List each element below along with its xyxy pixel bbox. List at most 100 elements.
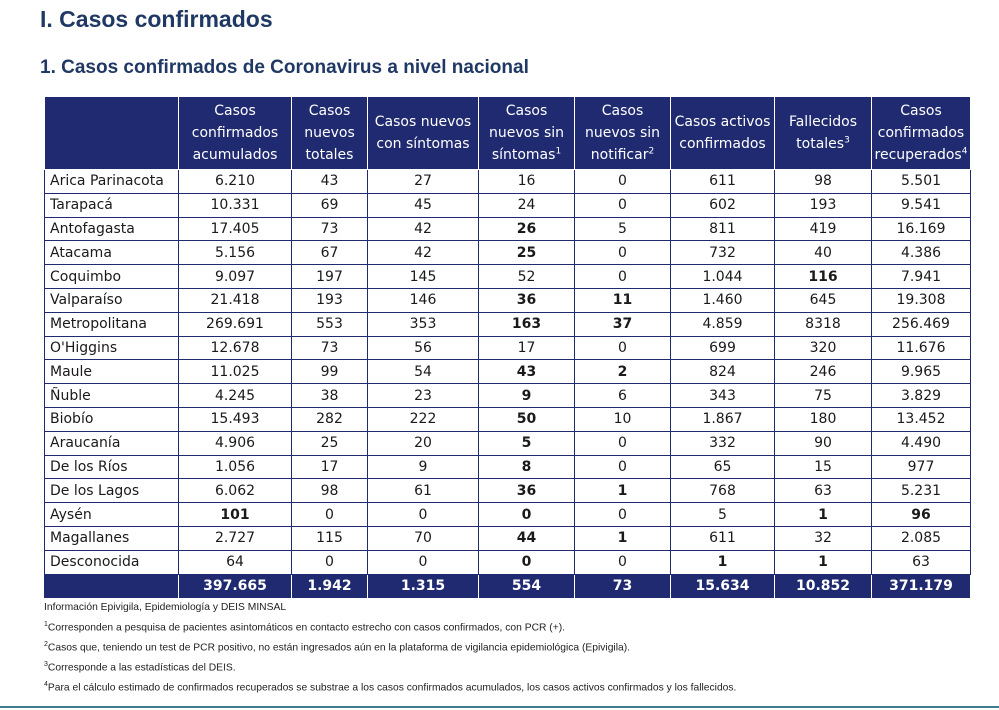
table-cell: 1.044 bbox=[670, 264, 775, 289]
table-row: Ñuble 4.245 38 23 9 6 343 75 3.829 bbox=[44, 383, 971, 408]
region-name: Ñuble bbox=[44, 383, 179, 408]
table-cell: 17 bbox=[478, 335, 575, 361]
footnote-marker: 1 bbox=[44, 620, 48, 628]
total-cell: 1.315 bbox=[367, 573, 479, 599]
footnotes: Información Epivigila, Epidemiología y D… bbox=[44, 600, 984, 698]
total-cell: 73 bbox=[574, 573, 671, 599]
footnote-text: Corresponden a pesquisa de pacientes asi… bbox=[47, 622, 566, 634]
table-cell: 40 bbox=[774, 240, 872, 266]
table-cell: 699 bbox=[670, 335, 775, 361]
table-cell: 45 bbox=[367, 192, 479, 218]
footnote-marker: 3 bbox=[844, 135, 850, 146]
table-cell: 42 bbox=[367, 240, 479, 266]
region-name: Tarapacá bbox=[44, 192, 179, 218]
footnote-marker: 2 bbox=[44, 641, 48, 649]
table-cell: 1 bbox=[774, 549, 872, 575]
section-title: 1. Casos confirmados de Coronavirus a ni… bbox=[40, 57, 529, 78]
table-cell: 332 bbox=[670, 430, 775, 456]
table-cell: 6 bbox=[574, 383, 671, 408]
bottom-divider bbox=[0, 706, 999, 708]
table-cell: 0 bbox=[574, 335, 671, 361]
table-cell: 1.460 bbox=[670, 287, 775, 313]
region-name: Arica Parinacota bbox=[44, 169, 179, 194]
table-cell: 25 bbox=[478, 240, 575, 266]
table-row: De los Ríos 1.056 17 9 8 0 65 15 977 bbox=[44, 454, 971, 480]
table-cell: 7.941 bbox=[871, 264, 971, 289]
total-cell: 1.942 bbox=[291, 573, 368, 599]
table-cell: 90 bbox=[774, 430, 872, 456]
column-header: Casos activos confirmados bbox=[670, 96, 775, 170]
table-cell: 768 bbox=[670, 478, 775, 504]
table-cell: 73 bbox=[291, 216, 368, 242]
totals-row: 397.665 1.942 1.315 554 73 15.634 10.852 371.17… bbox=[44, 573, 971, 599]
table-cell: 69 bbox=[291, 192, 368, 218]
table-cell: 2.727 bbox=[178, 525, 292, 551]
table-row: Antofagasta 17.405 73 42 26 5 811 419 16.169 bbox=[44, 216, 971, 242]
table-row: De los Lagos 6.062 98 61 36 1 768 63 5.231 bbox=[44, 478, 971, 504]
table-cell: 56 bbox=[367, 335, 479, 361]
table-cell: 0 bbox=[574, 454, 671, 480]
cases-table: Casos confirmados acumulados Casos nuevos… bbox=[44, 96, 971, 599]
table-cell: 0 bbox=[574, 192, 671, 218]
table-cell: 15 bbox=[774, 454, 872, 480]
table-row: Coquimbo 9.097 197 145 52 0 1.044 116 7.941 bbox=[44, 264, 971, 289]
table-cell: 15.493 bbox=[178, 406, 292, 432]
table-cell: 32 bbox=[774, 525, 872, 551]
table-cell: 27 bbox=[367, 169, 479, 194]
table-cell: 0 bbox=[291, 502, 368, 527]
table-cell: 9 bbox=[478, 383, 575, 408]
region-name: Atacama bbox=[44, 240, 179, 266]
table-cell: 0 bbox=[367, 502, 479, 527]
table-cell: 9.541 bbox=[871, 192, 971, 218]
table-cell: 73 bbox=[291, 335, 368, 361]
table-cell: 4.859 bbox=[670, 311, 775, 337]
table-cell: 811 bbox=[670, 216, 775, 242]
region-name: Valparaíso bbox=[44, 287, 179, 313]
table-cell: 8 bbox=[478, 454, 575, 480]
footnote-text: Corresponde a las estadísticas del DEIS. bbox=[47, 662, 236, 674]
table-cell: 67 bbox=[291, 240, 368, 266]
table-cell: 343 bbox=[670, 383, 775, 408]
table-cell: 98 bbox=[774, 169, 872, 194]
table-cell: 13.452 bbox=[871, 406, 971, 432]
table-cell: 11.676 bbox=[871, 335, 971, 361]
table-cell: 75 bbox=[774, 383, 872, 408]
table-cell: 96 bbox=[871, 502, 971, 527]
table-row: Metropolitana 269.691 553 353 163 37 4.859 8318… bbox=[44, 311, 971, 337]
table-cell: 20 bbox=[367, 430, 479, 456]
column-header-label: Casos confirmados recuperados bbox=[874, 103, 965, 163]
table-cell: 101 bbox=[178, 502, 292, 527]
table-cell: 26 bbox=[478, 216, 575, 242]
table-cell: 9.097 bbox=[178, 264, 292, 289]
table-cell: 43 bbox=[478, 359, 575, 385]
column-header-label: Casos activos confirmados bbox=[674, 114, 771, 152]
footnote-marker: 2 bbox=[648, 146, 655, 157]
table-cell: 5 bbox=[478, 430, 575, 456]
table-cell: 36 bbox=[478, 478, 575, 504]
table-cell: 0 bbox=[367, 549, 479, 575]
table-row: Tarapacá 10.331 69 45 24 0 602 193 9.541 bbox=[44, 192, 971, 218]
table-cell: 9.965 bbox=[871, 359, 971, 385]
footnote-marker: 1 bbox=[555, 146, 562, 157]
table-row: Arica Parinacota 6.210 43 27 16 0 611 98 5.501 bbox=[44, 169, 971, 194]
table-cell: 0 bbox=[574, 502, 671, 527]
table-cell: 145 bbox=[367, 264, 479, 289]
table-cell: 602 bbox=[670, 192, 775, 218]
table-cell: 0 bbox=[478, 549, 575, 575]
table-cell: 63 bbox=[774, 478, 872, 504]
table-cell: 163 bbox=[478, 311, 575, 337]
table-cell: 246 bbox=[774, 359, 872, 385]
table-cell: 1 bbox=[574, 525, 671, 551]
table-cell: 5.231 bbox=[871, 478, 971, 504]
table-cell: 0 bbox=[574, 264, 671, 289]
footnote-marker: 4 bbox=[961, 146, 968, 157]
region-name: O'Higgins bbox=[44, 335, 179, 361]
table-cell: 0 bbox=[291, 549, 368, 575]
table-cell: 6.062 bbox=[178, 478, 292, 504]
table-row: Aysén 101 0 0 0 0 5 1 96 bbox=[44, 502, 971, 527]
table-cell: 611 bbox=[670, 169, 775, 194]
table-cell: 36 bbox=[478, 287, 575, 313]
table-cell: 21.418 bbox=[178, 287, 292, 313]
total-cell: 397.665 bbox=[178, 573, 292, 599]
column-header-label: Fallecidos totales bbox=[788, 114, 858, 152]
